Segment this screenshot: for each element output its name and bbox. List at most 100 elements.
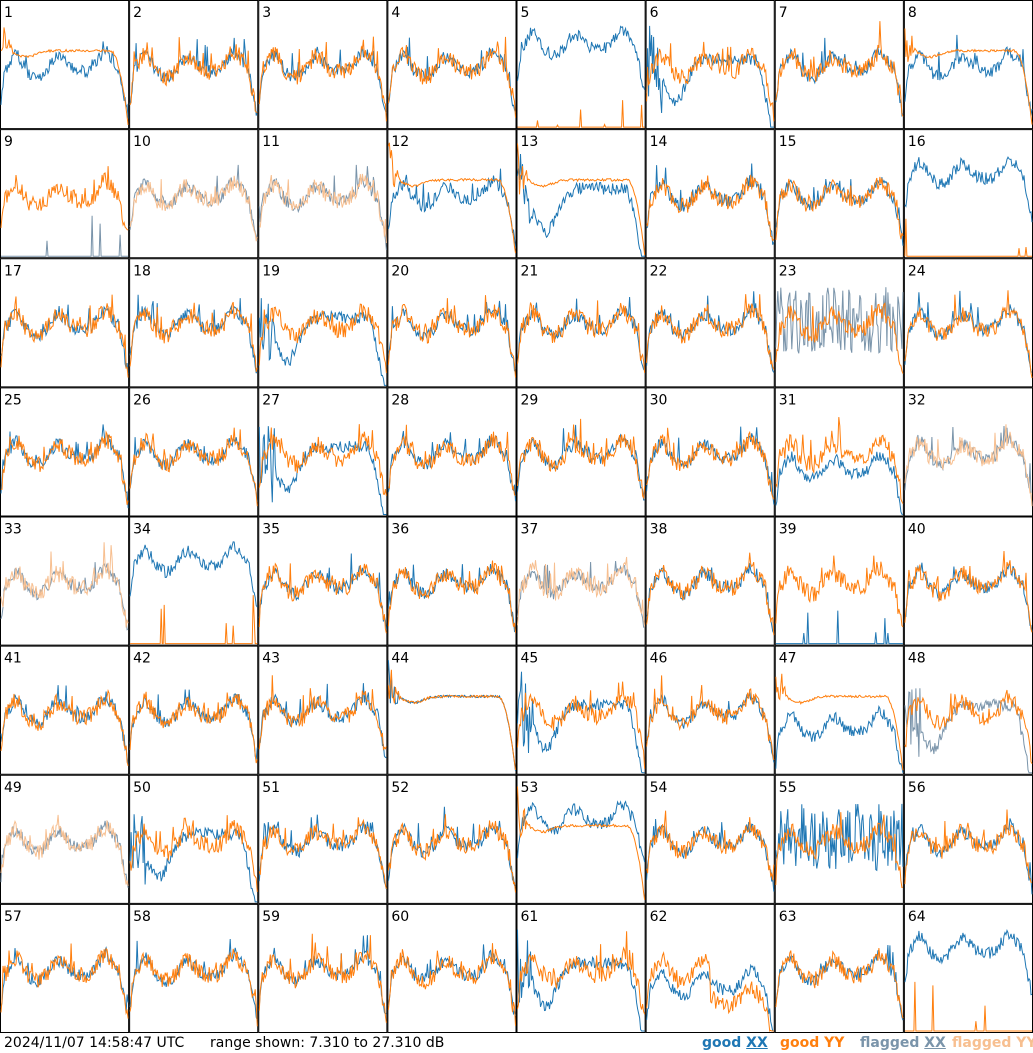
good-yy-line (775, 417, 904, 504)
good-yy-line (388, 424, 516, 496)
tile-number-label: 40 (908, 522, 926, 538)
legend-flagged-xx: flagged XX (860, 1034, 946, 1052)
legend-pol: YY (1016, 1035, 1033, 1051)
good-xx-line (775, 704, 904, 773)
tile-frame (258, 516, 388, 646)
tile-panel: 15 (774, 129, 904, 259)
good-yy-line (646, 41, 775, 122)
flagged-yy-line (129, 175, 258, 242)
tile-panel: 61 (516, 903, 646, 1033)
good-yy-line (387, 943, 516, 1026)
good-yy-line (904, 218, 1032, 257)
tile-number-label: 63 (779, 909, 797, 925)
good-xx-line (517, 671, 645, 774)
flagged-xx-line (775, 287, 904, 354)
tile-panel: 37 (516, 516, 646, 646)
tile-number-label: 21 (521, 263, 539, 279)
good-xx-line (517, 25, 646, 90)
good-xx-line (517, 929, 645, 1032)
good-xx-line (646, 291, 775, 373)
tile-number-label: 59 (262, 909, 280, 925)
tile-number-label: 61 (521, 909, 539, 925)
legend-pol: XX (746, 1035, 768, 1051)
good-xx-line (646, 563, 775, 634)
tile-panel: 9 (0, 129, 130, 259)
good-xx-line (258, 935, 387, 1015)
tile-panel: 3 (258, 0, 388, 130)
flagged-yy-line (259, 173, 387, 244)
tile-panel: 11 (258, 129, 388, 259)
range-label: range shown: 7.310 to 27.310 dB (210, 1035, 445, 1051)
tile-panel: 16 (903, 129, 1033, 259)
good-yy-line (646, 294, 775, 370)
good-yy-line (387, 669, 516, 771)
good-yy-line (129, 815, 258, 892)
flagged-yy-line (904, 424, 1033, 507)
tile-frame (0, 129, 130, 259)
tile-panel: 20 (387, 258, 517, 388)
tile-number-label: 48 (908, 651, 926, 667)
legend-pol: XX (924, 1035, 946, 1051)
tile-number-label: 37 (521, 522, 539, 538)
good-xx-line (904, 818, 1033, 895)
tile-frame (774, 387, 904, 517)
tile-number-label: 24 (908, 263, 926, 279)
tile-frame (645, 0, 775, 130)
tile-number-label: 19 (262, 263, 280, 279)
good-yy-line (775, 812, 904, 889)
good-yy-line (517, 786, 646, 900)
legend-status: good (780, 1035, 820, 1051)
legend-good-xx: good XX (702, 1034, 768, 1052)
tile-number-label: 44 (391, 651, 409, 667)
flagged-xx-line (258, 164, 387, 250)
tile-number-label: 4 (391, 5, 400, 21)
tile-panel: 27 (258, 387, 388, 517)
good-xx-line (775, 451, 904, 515)
good-yy-line (258, 675, 387, 751)
tile-panel: 1 (0, 0, 130, 130)
good-yy-line (775, 555, 904, 628)
good-yy-line (517, 418, 646, 500)
tile-panel: 56 (903, 774, 1033, 904)
tile-number-label: 25 (4, 392, 22, 408)
tile-number-label: 15 (779, 134, 797, 150)
tile-panel: 40 (903, 516, 1033, 646)
tile-panel: 42 (129, 645, 259, 775)
tile-number-label: 23 (779, 263, 797, 279)
tile-panel: 8 (903, 0, 1033, 130)
tile-panel: 24 (903, 258, 1033, 388)
tile-frame (516, 774, 646, 904)
good-xx-line (646, 426, 775, 505)
tile-frame (129, 129, 259, 259)
tile-frame (129, 0, 259, 130)
tile-frame (903, 645, 1033, 775)
tile-number-label: 29 (521, 392, 539, 408)
tile-panel: 51 (258, 774, 388, 904)
good-xx-line (258, 814, 387, 890)
good-yy-line (646, 675, 775, 761)
good-xx-line (0, 41, 129, 119)
tile-panel: 4 (387, 0, 517, 130)
tile-panel: 47 (774, 645, 904, 775)
tile-panel: 10 (129, 129, 259, 259)
tile-panel: 30 (645, 387, 775, 517)
tile-panel: 49 (0, 774, 130, 904)
tile-panel: 63 (774, 903, 904, 1033)
tile-number-label: 49 (4, 780, 22, 796)
tile-number-label: 5 (521, 5, 530, 21)
good-yy-line (129, 691, 258, 764)
tile-number-label: 64 (908, 909, 926, 925)
tile-number-label: 32 (908, 392, 926, 408)
tile-panel: 46 (645, 645, 775, 775)
tile-number-label: 13 (521, 134, 539, 150)
tile-panel: 32 (903, 387, 1033, 517)
tile-panel: 50 (129, 774, 259, 904)
tile-panel: 23 (774, 258, 904, 388)
good-yy-line (258, 424, 387, 496)
tile-panel: 60 (387, 903, 517, 1033)
good-yy-line (646, 810, 775, 881)
good-yy-line (129, 37, 258, 114)
tile-frame (387, 129, 517, 259)
tile-number-label: 52 (391, 780, 409, 796)
